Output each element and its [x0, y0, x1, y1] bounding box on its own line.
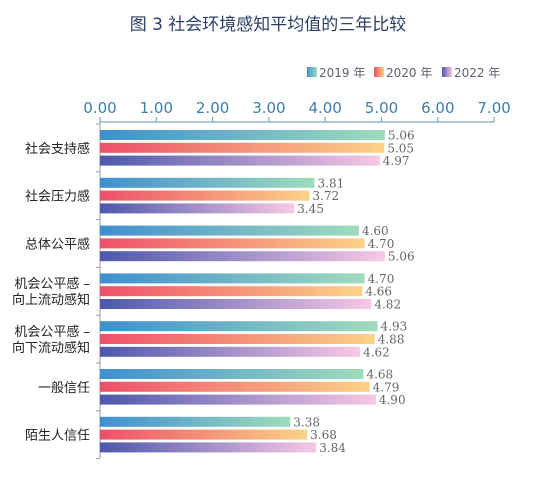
bar	[100, 238, 365, 249]
data-label: 4.62	[363, 345, 390, 359]
x-tick-label: 7.00	[477, 99, 510, 117]
x-tick-label: 1.00	[140, 99, 173, 117]
data-label: 4.90	[379, 393, 406, 407]
bar	[100, 321, 378, 332]
x-tick-label: 3.00	[252, 99, 285, 117]
data-label: 3.45	[297, 202, 324, 216]
bar	[100, 381, 370, 392]
category-label: 总体公平感	[25, 236, 90, 252]
data-label: 4.70	[368, 272, 395, 286]
data-label: 4.60	[362, 224, 389, 238]
x-axis: 0.00 1.00 2.00 3.00 4.00 5.00 6.00 7.00	[83, 99, 511, 123]
bar	[100, 142, 385, 153]
x-tick-label: 2.00	[196, 99, 229, 117]
bar	[100, 416, 291, 427]
category-label-line: 机会公平感 –	[14, 276, 90, 292]
category-label: 陌生人信任	[25, 429, 90, 444]
data-label: 5.06	[388, 129, 415, 143]
legend-label: 2019 年	[319, 66, 365, 80]
data-label: 5.05	[387, 141, 414, 155]
data-label: 4.70	[368, 237, 395, 251]
bar	[100, 130, 385, 140]
bar	[100, 225, 359, 236]
data-label: 4.79	[373, 380, 400, 394]
data-label: 4.82	[374, 298, 401, 312]
bar	[100, 369, 364, 379]
category-label: 一般信任	[38, 380, 90, 396]
x-tick-label: 4.00	[308, 99, 341, 117]
chart-title: 图 3 社会环境感知平均值的三年比较	[130, 15, 407, 35]
data-label: 4.97	[383, 154, 410, 168]
legend-swatch	[307, 67, 317, 77]
bar	[100, 394, 376, 405]
x-tick-label: 5.00	[365, 99, 398, 117]
data-label: 3.38	[293, 415, 320, 429]
data-label: 5.06	[388, 250, 415, 264]
bar	[100, 442, 317, 453]
data-label: 4.88	[378, 333, 405, 347]
bar	[100, 299, 372, 309]
legend-label: 2022 年	[454, 66, 500, 80]
bar	[100, 251, 385, 262]
bar	[100, 203, 295, 214]
bar	[100, 286, 363, 297]
x-tick-label: 6.00	[421, 99, 454, 117]
bar	[100, 155, 380, 166]
bar	[100, 273, 365, 284]
category-label: 社会压力感	[25, 189, 90, 205]
bar	[100, 346, 361, 357]
legend-swatch	[442, 67, 452, 77]
category-label-line: 向下流动感知	[12, 340, 90, 356]
category-label: 机会公平感 –向上流动感知	[12, 276, 90, 308]
data-label: 4.66	[365, 285, 392, 299]
legend: 2019 年 2020 年 2022 年	[307, 66, 500, 80]
category-label-line: 机会公平感 –	[14, 324, 90, 340]
bar	[100, 190, 310, 201]
x-tick-label: 0.00	[83, 99, 116, 117]
category-label: 社会支持感	[25, 141, 90, 157]
bars: 5.065.054.973.813.723.454.604.705.064.70…	[100, 129, 415, 455]
category-label-line: 向上流动感知	[12, 292, 90, 308]
data-label: 3.81	[318, 176, 345, 190]
category-label: 机会公平感 –向下流动感知	[12, 324, 90, 356]
bar	[100, 177, 315, 188]
data-label: 3.72	[312, 189, 339, 203]
bar	[100, 334, 375, 344]
data-label: 3.68	[310, 428, 337, 442]
legend-label: 2020 年	[386, 66, 432, 80]
data-label: 4.93	[381, 320, 408, 334]
data-label: 4.68	[366, 368, 393, 382]
bar	[100, 429, 308, 440]
legend-swatch	[374, 67, 384, 77]
data-label: 3.84	[319, 441, 346, 455]
